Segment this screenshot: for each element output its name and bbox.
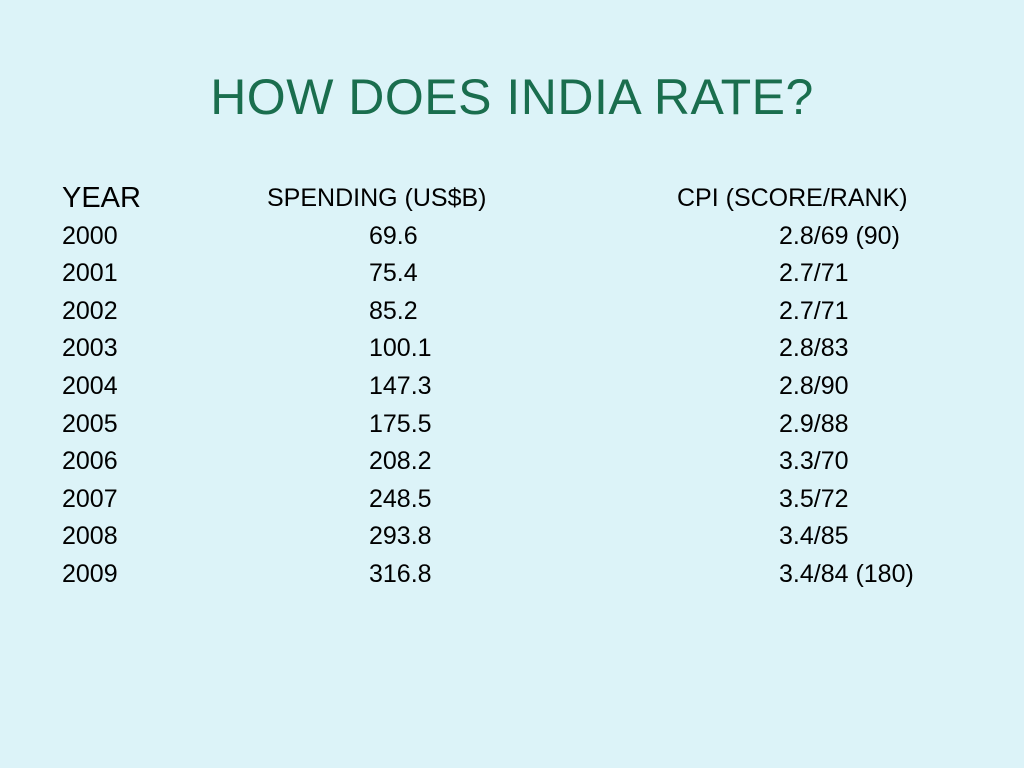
year-cell: 2000 <box>62 221 118 250</box>
table-row: 2006 208.2 3.3/70 <box>62 443 962 481</box>
spending-cell: 100.1 <box>369 334 432 363</box>
cpi-cell: 3.4/85 <box>779 522 849 551</box>
year-cell: 2001 <box>62 259 118 288</box>
table-header-row: YEAR SPENDING (US$B) CPI (SCORE/RANK) <box>62 180 962 218</box>
spending-cell: 208.2 <box>369 447 432 476</box>
slide-title: HOW DOES INDIA RATE? <box>210 69 814 125</box>
table-row: 2009 316.8 3.4/84 (180) <box>62 556 962 594</box>
table-row: 2005 175.5 2.9/88 <box>62 406 962 444</box>
cpi-cell: 2.7/71 <box>779 259 849 288</box>
year-cell: 2003 <box>62 334 118 363</box>
year-cell: 2009 <box>62 559 118 588</box>
table-row: 2000 69.6 2.8/69 (90) <box>62 218 962 256</box>
cpi-cell: 3.3/70 <box>779 447 849 476</box>
table-row: 2001 75.4 2.7/71 <box>62 255 962 293</box>
year-cell: 2006 <box>62 447 118 476</box>
cpi-cell: 2.9/88 <box>779 409 849 438</box>
header-cpi: CPI (SCORE/RANK) <box>677 184 908 212</box>
spending-cell: 175.5 <box>369 409 432 438</box>
year-cell: 2004 <box>62 371 118 400</box>
spending-cell: 147.3 <box>369 371 432 400</box>
table-row: 2007 248.5 3.5/72 <box>62 481 962 519</box>
year-cell: 2005 <box>62 409 118 438</box>
table-row: 2004 147.3 2.8/90 <box>62 368 962 406</box>
spending-cell: 85.2 <box>369 296 418 325</box>
year-cell: 2002 <box>62 296 118 325</box>
data-table: YEAR SPENDING (US$B) CPI (SCORE/RANK) 20… <box>62 180 962 594</box>
cpi-cell: 2.7/71 <box>779 296 849 325</box>
year-cell: 2007 <box>62 484 118 513</box>
cpi-cell: 2.8/90 <box>779 371 849 400</box>
cpi-cell: 2.8/69 (90) <box>779 221 900 250</box>
cpi-cell: 2.8/83 <box>779 334 849 363</box>
cpi-cell: 3.5/72 <box>779 484 849 513</box>
cpi-cell: 3.4/84 (180) <box>779 559 914 588</box>
header-spending: SPENDING (US$B) <box>267 184 487 212</box>
spending-cell: 316.8 <box>369 559 432 588</box>
spending-cell: 75.4 <box>369 259 418 288</box>
spending-cell: 248.5 <box>369 484 432 513</box>
table-row: 2008 293.8 3.4/85 <box>62 518 962 556</box>
spending-cell: 293.8 <box>369 522 432 551</box>
table-row: 2002 85.2 2.7/71 <box>62 293 962 331</box>
table-row: 2003 100.1 2.8/83 <box>62 330 962 368</box>
spending-cell: 69.6 <box>369 221 418 250</box>
year-cell: 2008 <box>62 522 118 551</box>
header-year: YEAR <box>62 182 141 214</box>
